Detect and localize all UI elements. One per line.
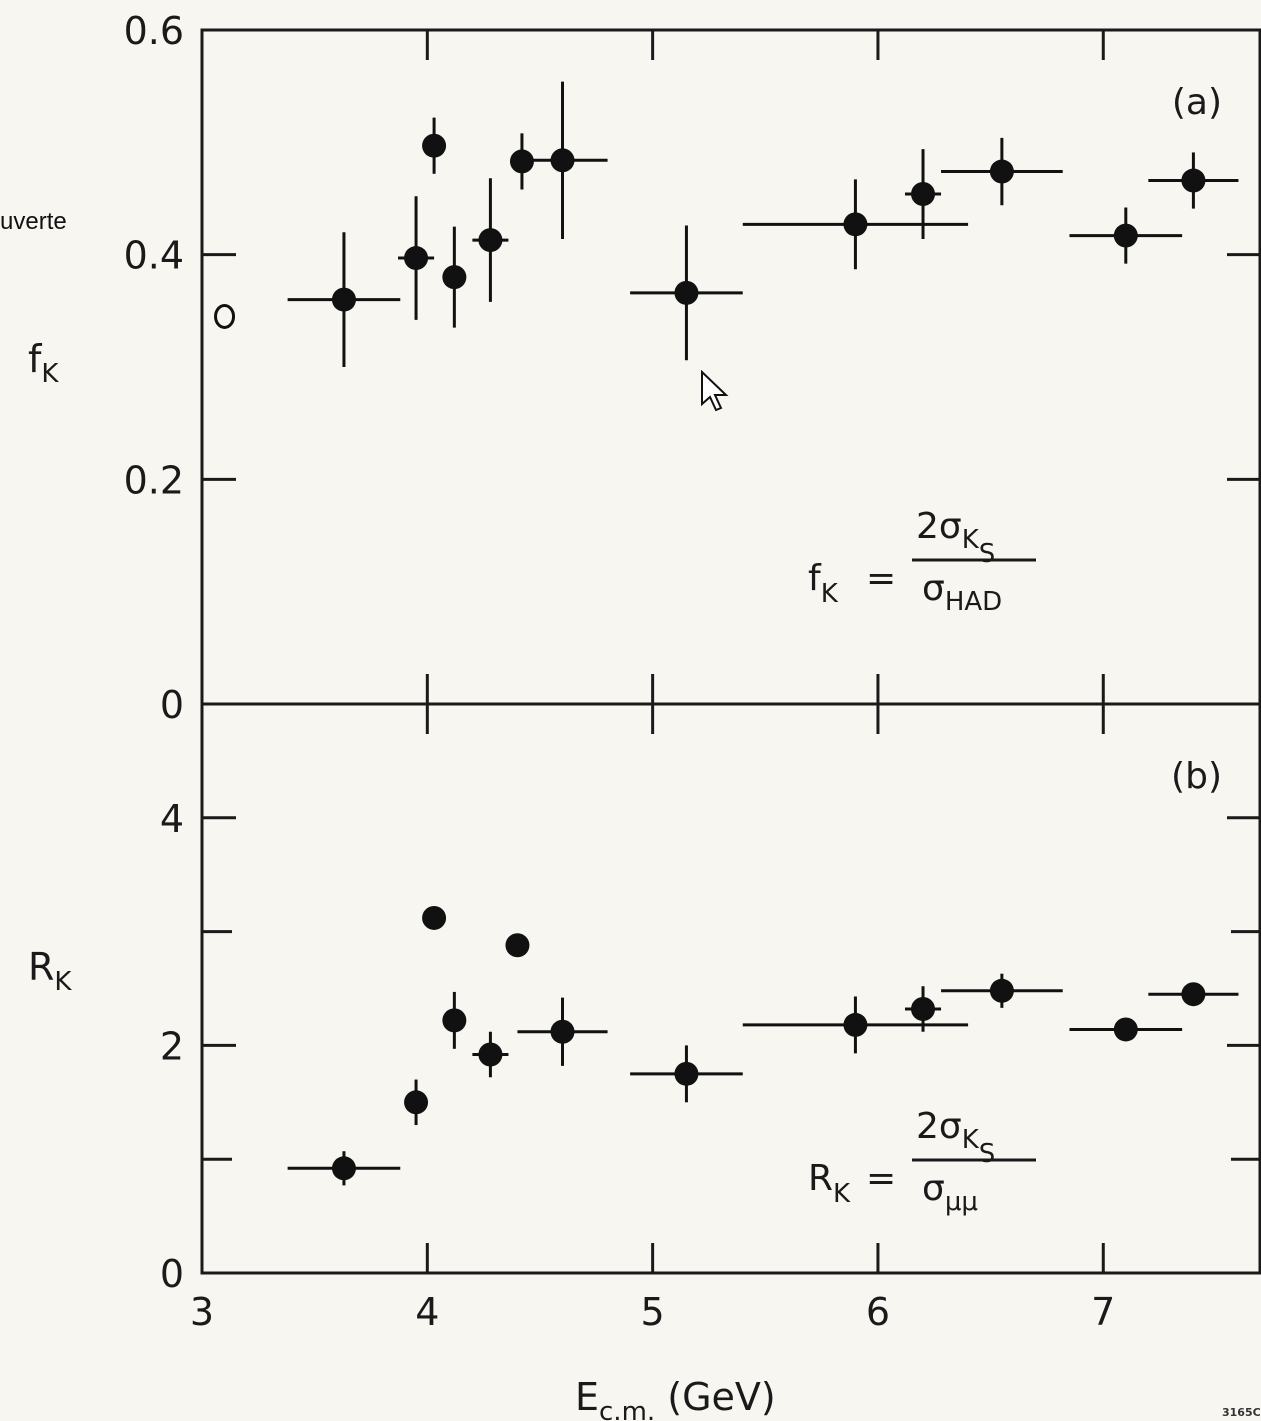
panel-label: (a): [1172, 82, 1222, 123]
data-point: [442, 1008, 467, 1033]
formula-denominator: σHAD: [922, 568, 1002, 617]
data-point: [478, 228, 503, 253]
y-axis-title: RK: [28, 945, 72, 997]
x-tick-label: 6: [866, 1290, 890, 1334]
data-point: [550, 148, 575, 173]
y-tick-label: 0: [160, 1252, 184, 1296]
plot-frame: [200, 28, 1261, 706]
data-point: [331, 1156, 356, 1181]
data-point: [1113, 1017, 1138, 1042]
data-point: [674, 1061, 699, 1086]
data-point: [1113, 223, 1138, 248]
panel-label: (b): [1171, 756, 1222, 797]
y-tick-label: 4: [160, 797, 184, 841]
y-tick-label: 0.4: [124, 234, 184, 278]
x-tick-label: 3: [190, 1290, 214, 1334]
y-tick-label: 0.2: [124, 458, 184, 502]
data-point: [989, 159, 1014, 184]
x-tick-label: 5: [641, 1290, 665, 1334]
data-point: [1181, 982, 1206, 1007]
data-point: [505, 933, 530, 958]
x-axis-title: Ec.m. (GeV): [575, 1375, 776, 1421]
data-point: [404, 246, 429, 271]
x-tick-label: 7: [1091, 1290, 1115, 1334]
data-point: [674, 280, 699, 305]
data-point: [1181, 168, 1206, 193]
formula-equals: =: [866, 558, 896, 599]
data-point: [989, 978, 1014, 1003]
y-tick-label: 2: [160, 1024, 184, 1068]
mouse-cursor-icon: [701, 370, 729, 412]
data-point: [550, 1019, 575, 1044]
figure-code: 3165C6: [1222, 1406, 1261, 1419]
x-tick-label: 4: [415, 1290, 439, 1334]
formula-equals: =: [866, 1158, 896, 1199]
plot-frame: [200, 702, 1261, 1275]
data-point: [911, 996, 936, 1021]
open-data-point: [214, 303, 236, 329]
data-point: [843, 212, 868, 237]
data-point: [422, 905, 447, 930]
formula-lhs: fK: [808, 558, 839, 609]
data-point: [478, 1042, 503, 1067]
y-tick-label: 0: [160, 683, 184, 727]
data-point: [911, 182, 936, 207]
data-point: [331, 287, 356, 312]
y-axis-title: fK: [28, 337, 59, 389]
y-tick-label: 0.6: [124, 9, 184, 53]
formula-denominator: σμμ: [922, 1168, 978, 1217]
formula-lhs: RK: [808, 1158, 851, 1209]
data-point: [843, 1012, 868, 1037]
overlay-fragment-text: uverte: [0, 208, 67, 235]
data-point: [422, 133, 447, 158]
data-point: [442, 265, 467, 290]
formula-numerator: 2σKS: [916, 1106, 995, 1169]
data-point: [404, 1090, 429, 1115]
